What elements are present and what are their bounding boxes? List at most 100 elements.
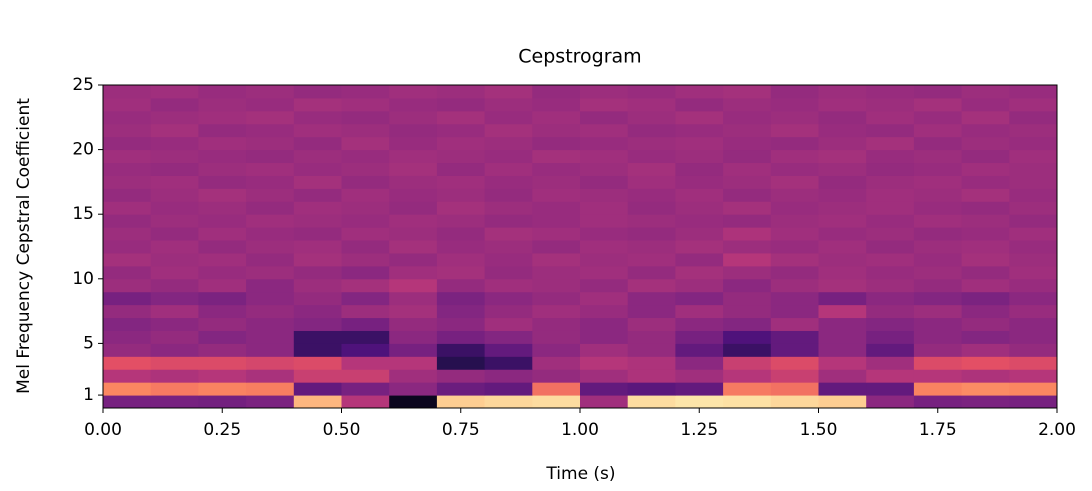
heatmap-cell [770,97,819,112]
heatmap-cell [103,252,152,267]
heatmap-cell [913,110,963,125]
heatmap-cell [293,149,342,164]
heatmap-cell [198,382,247,396]
heatmap-cell [1009,317,1058,331]
heatmap-cell [246,188,295,202]
heatmap-cell [341,252,390,267]
heatmap-cell [723,136,772,151]
x-tick-label: 2.00 [1038,420,1076,440]
heatmap-cell [723,85,772,99]
heatmap-cell [389,97,438,112]
heatmap-cell [913,252,963,267]
heatmap-cell [961,136,1010,151]
heatmap-cell [389,291,438,306]
heatmap-cell [1009,330,1058,344]
heatmap-cell [293,214,342,228]
heatmap-cell [198,240,247,254]
heatmap-cell [1009,123,1058,138]
heatmap-cell [246,265,295,280]
heatmap-cell [436,304,486,319]
y-tick-label: 10 [72,269,94,289]
heatmap-cell [246,97,295,112]
heatmap-cell [818,227,867,241]
heatmap-cell [198,395,247,409]
heatmap-cell [866,343,915,357]
heatmap-cell [913,97,963,112]
heatmap-cell [627,110,676,125]
heatmap-cell [103,110,152,125]
heatmap-cell [103,291,152,306]
heatmap-cell [341,369,390,383]
heatmap-cell [675,356,724,370]
heatmap-cell [961,188,1010,202]
heatmap-cell [198,123,247,138]
heatmap-cell [818,85,867,99]
heatmap-cell [103,330,152,344]
heatmap-cell [246,278,295,293]
heatmap-cell [723,123,772,138]
heatmap-cell [150,149,199,164]
heatmap-cell [532,369,581,383]
heatmap-cell [246,252,295,267]
heatmap-cell [246,304,295,319]
heatmap-cell [484,317,533,331]
heatmap-cell [293,136,342,151]
heatmap-cell [1009,162,1058,176]
heatmap-cell [389,240,438,254]
heatmap-cell [150,214,199,228]
heatmap-cell [675,162,724,176]
heatmap-cell [580,330,629,344]
heatmap-cell [150,227,199,241]
heatmap-cell [770,265,819,280]
heatmap-cell [436,330,486,344]
heatmap-cell [675,97,724,112]
heatmap-cell [103,382,152,396]
heatmap-cell [246,330,295,344]
heatmap-cell [627,201,676,215]
heatmap-cell [532,110,581,125]
heatmap-cell [103,136,152,151]
heatmap-cell [866,123,915,138]
y-tick-label: 1 [83,385,94,405]
heatmap-cell [580,304,629,319]
heatmap-cell [580,240,629,254]
heatmap-cell [103,85,152,99]
heatmap-cell [532,317,581,331]
heatmap-cell [675,252,724,267]
heatmap-cell [770,214,819,228]
heatmap-cell [103,317,152,331]
x-tick-label: 1.75 [919,420,957,440]
heatmap-cell [913,382,963,396]
heatmap-cell [436,278,486,293]
heatmap-cell [1009,265,1058,280]
heatmap-cell [818,214,867,228]
heatmap-cell [770,123,819,138]
heatmap-cell [532,149,581,164]
heatmap-cell [723,343,772,357]
heatmap-cell [150,123,199,138]
heatmap-cell [1009,188,1058,202]
heatmap-cell [866,214,915,228]
heatmap-cell [436,149,486,164]
heatmap-cell [103,304,152,319]
heatmap-cell [293,175,342,189]
heatmap-cell [818,343,867,357]
heatmap-cell [389,123,438,138]
heatmap-cell [627,136,676,151]
heatmap-cell [246,343,295,357]
heatmap-cell [818,123,867,138]
heatmap-cell [389,369,438,383]
heatmap-cell [150,175,199,189]
heatmap-cell [436,291,486,306]
heatmap-cell [246,123,295,138]
heatmap-cell [580,369,629,383]
heatmap-cell [389,149,438,164]
heatmap-cell [961,265,1010,280]
heatmap-cell [341,278,390,293]
heatmap-cell [866,201,915,215]
heatmap-cell [436,110,486,125]
heatmap-cell [484,382,533,396]
heatmap-cell [913,343,963,357]
heatmap-cell [436,97,486,112]
heatmap-cell [293,343,342,357]
